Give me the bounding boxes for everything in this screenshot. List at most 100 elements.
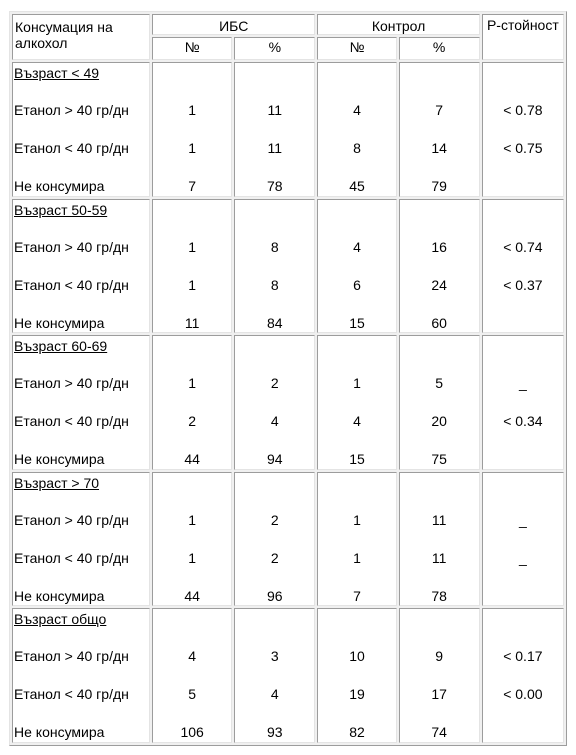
control-count-value: 1	[353, 375, 361, 392]
ibs-count-cell: 1 1 7	[152, 62, 233, 197]
control-count-cell: 4 6 15	[317, 198, 397, 334]
control-count-cell: 1 1 7	[317, 471, 397, 607]
control-count-value: 6	[353, 276, 361, 293]
p-value-value: < 0.00	[503, 686, 543, 703]
ibs-count-cell: 1 2 44	[152, 335, 233, 470]
control-count-value: 4	[353, 413, 361, 430]
ibs-count-value: 1	[188, 140, 197, 157]
control-percent-value: 11	[431, 511, 447, 528]
ibs-percent-cell: 8 8 84	[234, 198, 316, 334]
ibs-count-value: 5	[188, 686, 197, 703]
control-percent-value: 11	[431, 549, 447, 566]
control-count-value: 82	[349, 724, 365, 741]
subheader-ctrl-pct: %	[432, 39, 446, 56]
header-consumption-cell: Консумация на алкохол	[12, 14, 151, 61]
ibs-percent-value: 3	[270, 648, 279, 665]
age-group-row: Възраст 60-69 Етанол > 40 гр/дн Етанол < 4…	[12, 335, 564, 470]
p-value-value: _	[518, 511, 527, 528]
subheader-ibs-pct-cell: %	[234, 37, 316, 61]
ibs-percent-value: 78	[267, 178, 283, 195]
control-percent-value: 7	[435, 102, 444, 119]
control-count-value: 1	[353, 511, 361, 528]
header-control-cell: Контрол	[317, 14, 480, 36]
age-group-row: Възраст общо Етанол > 40 гр/дн Етанол < 40…	[12, 608, 564, 743]
age-group-row: Възраст 50-59 Етанол > 40 гр/дн Етанол < 4…	[12, 198, 564, 334]
ibs-percent-cell: 11 11 78	[234, 62, 316, 197]
p-value-value: < 0.75	[503, 140, 543, 157]
subheader-ctrl-pct-cell: %	[398, 37, 480, 61]
row-label: Етанол < 40 гр/дн	[14, 686, 129, 703]
header-ibs-label: ИБС	[219, 18, 249, 34]
row-label: Етанол < 40 гр/дн	[14, 413, 129, 430]
subheader-ibs-pct: %	[268, 39, 282, 56]
control-count-value: 15	[349, 451, 365, 468]
age-group-label-cell: Възраст 50-59 Етанол > 40 гр/дн Етанол < 4…	[12, 198, 151, 334]
row-label: Не консумира	[14, 451, 105, 468]
row-label: Етанол > 40 гр/дн	[14, 375, 129, 392]
control-percent-value: 9	[435, 648, 444, 665]
ibs-count-value: 106	[180, 724, 204, 741]
ibs-percent-value: 8	[270, 238, 279, 255]
ibs-percent-cell: 2 4 94	[234, 335, 316, 470]
control-count-value: 45	[349, 178, 365, 195]
row-label: Етанол > 40 гр/дн	[14, 648, 129, 665]
subheader-ibs-num-cell: №	[152, 37, 233, 61]
subheader-ctrl-num: №	[349, 39, 365, 56]
row-label: Не консумира	[14, 178, 105, 195]
alcohol-consumption-table: Консумация на алкохол ИБС Контрол P-стой…	[9, 11, 567, 746]
control-count-value: 10	[349, 648, 365, 665]
ibs-count-value: 44	[184, 587, 200, 604]
control-count-value: 4	[353, 102, 361, 119]
ibs-count-value: 1	[188, 511, 197, 528]
ibs-count-value: 7	[188, 178, 197, 195]
control-count-value: 8	[353, 140, 361, 157]
p-value-value	[483, 723, 563, 741]
ibs-count-cell: 1 1 11	[152, 198, 233, 334]
header-p-value-label: P-стойност	[486, 17, 559, 33]
age-group-title: Възраст > 70	[14, 474, 100, 491]
p-value-value: _	[518, 549, 527, 566]
ibs-count-value: 1	[188, 549, 197, 566]
row-label: Етанол > 40 гр/дн	[14, 511, 129, 528]
subheader-ctrl-num-cell: №	[317, 37, 397, 61]
header-p-value-cell: P-стойност	[481, 14, 564, 61]
ibs-percent-value: 93	[267, 724, 283, 741]
p-value-value	[483, 587, 563, 605]
control-percent-value: 20	[431, 413, 447, 430]
ibs-percent-value: 96	[267, 587, 283, 604]
p-value-value	[483, 450, 563, 468]
age-group-title: Възраст 60-69	[14, 338, 108, 355]
ibs-count-value: 1	[188, 238, 197, 255]
ibs-percent-value: 11	[267, 140, 283, 157]
control-percent-value: 5	[435, 375, 444, 392]
ibs-percent-cell: 3 4 93	[234, 608, 316, 743]
row-label: Етанол < 40 гр/дн	[14, 140, 129, 157]
control-percent-cell: 16 24 60	[398, 198, 480, 334]
ibs-percent-value: 11	[267, 102, 283, 119]
age-group-row: Възраст < 49 Етанол > 40 гр/дн Етанол < 40…	[12, 62, 564, 197]
control-percent-value: 24	[431, 276, 447, 293]
age-group-title: Възраст 50-59	[14, 201, 108, 218]
header-control-label: Контрол	[371, 18, 426, 34]
control-percent-value: 78	[431, 587, 447, 604]
row-label: Етанол < 40 гр/дн	[14, 276, 129, 293]
age-group-label-cell: Възраст < 49 Етанол > 40 гр/дн Етанол < 40…	[12, 62, 151, 197]
control-percent-cell: 7 14 79	[398, 62, 480, 197]
p-value-cell: < 0.74 < 0.37	[481, 198, 564, 334]
row-label: Етанол > 40 гр/дн	[14, 238, 129, 255]
ibs-percent-value: 94	[267, 451, 283, 468]
p-value-value: < 0.78	[503, 102, 543, 119]
ibs-percent-value: 4	[270, 686, 279, 703]
control-count-value: 4	[353, 238, 361, 255]
subheader-ibs-num: №	[184, 39, 200, 56]
ibs-percent-cell: 2 2 96	[234, 471, 316, 607]
header-ibs-cell: ИБС	[152, 14, 316, 36]
ibs-percent-value: 2	[270, 549, 279, 566]
ibs-count-cell: 1 1 44	[152, 471, 233, 607]
control-count-cell: 10 19 82	[317, 608, 397, 743]
control-count-cell: 1 4 15	[317, 335, 397, 470]
row-label: Не консумира	[14, 314, 105, 331]
row-label: Етанол > 40 гр/дн	[14, 102, 129, 119]
control-count-value: 15	[349, 314, 365, 331]
ibs-percent-value: 8	[270, 276, 279, 293]
